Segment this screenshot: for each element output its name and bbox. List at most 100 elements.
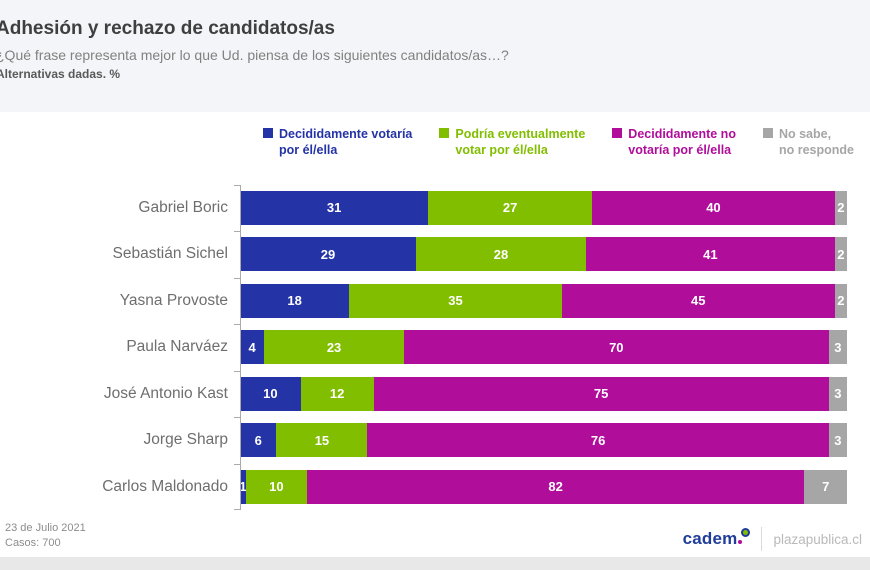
bottom-strip xyxy=(0,557,870,570)
axis-tick xyxy=(234,370,241,372)
segment-value: 31 xyxy=(326,200,342,216)
chart-plot: Gabriel Boric 31 27 40 2 Sebastián Sichel 29 28… xyxy=(0,184,870,511)
segment-value: 29 xyxy=(320,246,336,262)
segment-value: 2 xyxy=(837,200,845,216)
legend-item: Podría eventualmente votar por él/ella xyxy=(439,126,585,159)
row-label: José Antonio Kast xyxy=(103,384,228,402)
bar-segment: 7 xyxy=(804,469,847,504)
bar: 18 35 45 2 xyxy=(240,283,847,318)
legend-swatch-icon xyxy=(263,128,273,138)
bar-segment: 29 xyxy=(240,237,417,272)
row-label: Gabriel Boric xyxy=(138,198,228,216)
legend-item: Decididamente no votaría por él/ella xyxy=(612,126,736,159)
bar-segment: 41 xyxy=(585,237,835,272)
bar-segment: 23 xyxy=(264,330,404,365)
axis-tick xyxy=(234,509,241,510)
page-note: Alternativas dadas. % xyxy=(0,67,121,81)
bar-segment: 12 xyxy=(300,376,374,411)
segment-value: 45 xyxy=(691,293,706,309)
page-subtitle: ¿Qué frase representa mejor lo que Ud. p… xyxy=(0,47,509,63)
cadem-logo-text: cadem xyxy=(682,529,738,548)
axis-tick xyxy=(234,463,241,465)
axis-tick xyxy=(234,231,241,232)
row-label: Yasna Provoste xyxy=(119,291,228,309)
bar-segment: 3 xyxy=(828,376,847,411)
segment-value: 1 xyxy=(239,479,247,495)
segment-value: 18 xyxy=(287,293,302,309)
bar-segment: 2 xyxy=(834,283,847,318)
segment-value: 3 xyxy=(834,339,842,355)
footer-info: 23 de Julio 2021 Casos: 700 xyxy=(5,521,86,551)
legend-swatch-icon xyxy=(762,128,773,138)
segment-value: 35 xyxy=(448,293,463,309)
bar-segment: 3 xyxy=(828,423,847,458)
legend-swatch-icon xyxy=(439,128,450,138)
axis-line xyxy=(234,184,241,510)
bar-segment: 27 xyxy=(428,190,593,225)
cadem-logo: cadem xyxy=(682,528,751,549)
header-band: Adhesión y rechazo de candidatos/as ¿Qué… xyxy=(0,0,870,112)
segment-value: 15 xyxy=(314,432,330,448)
legend-swatch-icon xyxy=(612,128,623,138)
bar: 10 12 75 3 xyxy=(240,376,847,411)
segment-value: 82 xyxy=(548,479,563,495)
row-label: Jorge Sharp xyxy=(143,431,228,449)
bar-row: Jorge Sharp 6 15 76 3 xyxy=(0,417,847,464)
axis-tick xyxy=(234,277,241,279)
segment-value: 2 xyxy=(837,246,845,262)
axis-tick xyxy=(234,324,241,325)
bar-segment: 10 xyxy=(240,376,301,411)
cadem-ring-icon xyxy=(741,528,751,537)
bar-segment: 82 xyxy=(306,469,805,504)
bar-segment: 2 xyxy=(834,190,847,225)
bar-segment: 3 xyxy=(828,330,847,365)
bar-segment: 4 xyxy=(240,330,265,365)
bar-segment: 6 xyxy=(240,423,277,458)
bar: 6 15 76 3 xyxy=(240,423,847,458)
bar-segment: 70 xyxy=(403,330,829,365)
chart-legend: Decididamente votaría por él/ella Podría e… xyxy=(263,126,870,159)
footer-cases: Casos: 700 xyxy=(5,537,61,549)
bar-row: Yasna Provoste 18 35 45 2 xyxy=(0,278,847,325)
bar-segment: 45 xyxy=(561,283,835,318)
bar-segment: 2 xyxy=(834,237,847,272)
bar: 29 28 41 2 xyxy=(240,237,847,272)
bar-segment: 31 xyxy=(240,190,429,225)
partner-logo: plazapublica.cl xyxy=(773,531,862,547)
bar-segment: 1 xyxy=(239,469,247,504)
footer-date: 23 de Julio 2021 xyxy=(5,522,86,534)
segment-value: 75 xyxy=(593,386,609,402)
segment-value: 3 xyxy=(834,386,842,402)
segment-value: 12 xyxy=(329,386,345,402)
bar-row: Gabriel Boric 31 27 40 2 xyxy=(0,185,847,232)
bar-segment: 40 xyxy=(592,190,835,225)
segment-value: 76 xyxy=(590,432,606,448)
segment-value: 2 xyxy=(837,293,845,309)
header-text-block: Adhesión y rechazo de candidatos/as ¿Qué… xyxy=(0,18,850,81)
segment-value: 23 xyxy=(326,339,342,355)
bar-segment: 75 xyxy=(373,376,829,411)
segment-value: 3 xyxy=(834,432,842,448)
legend-label: Podría eventualmente votar por él/ella xyxy=(455,127,586,158)
legend-label: Decididamente votaría por él/ella xyxy=(279,127,413,158)
axis-tick xyxy=(234,417,241,418)
brand-divider xyxy=(761,527,763,551)
legend-label: No sabe, no responde xyxy=(778,127,854,158)
bar-row: José Antonio Kast 10 12 75 3 xyxy=(0,371,847,418)
bar-segment: 18 xyxy=(240,283,350,318)
legend-item: No sabe, no responde xyxy=(762,126,854,159)
segment-value: 28 xyxy=(493,246,509,262)
segment-value: 70 xyxy=(609,339,624,355)
bar-row: Sebastián Sichel 29 28 41 2 xyxy=(0,231,847,278)
bar-segment: 10 xyxy=(246,469,307,504)
brand-block: cadem plazapublica.cl xyxy=(683,527,862,551)
bar-row: Paula Narváez 4 23 70 3 xyxy=(0,324,847,371)
segment-value: 41 xyxy=(703,246,718,262)
row-label: Carlos Maldonado xyxy=(102,477,228,495)
axis-tick xyxy=(234,184,241,186)
bar-row: Carlos Maldonado 1 10 82 7 xyxy=(0,464,847,511)
legend-item: Decididamente votaría por él/ella xyxy=(263,126,412,159)
segment-value: 40 xyxy=(706,200,721,216)
legend-label: Decididamente no votaría por él/ella xyxy=(628,127,736,158)
